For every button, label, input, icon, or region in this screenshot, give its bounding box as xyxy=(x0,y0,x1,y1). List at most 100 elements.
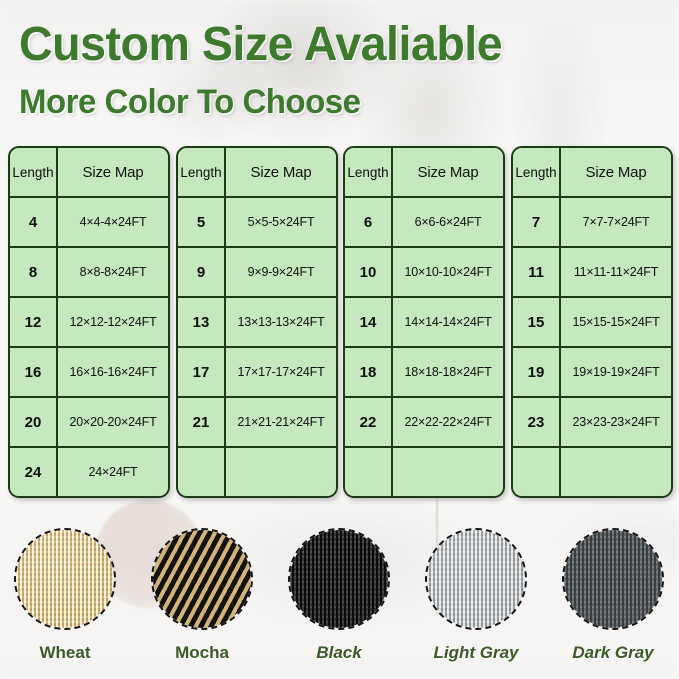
table-header-row: Length Size Map xyxy=(10,148,168,198)
cell-length: 14 xyxy=(345,298,393,346)
cell-size-map: 13×13-13×24FT xyxy=(237,315,325,329)
cell-length: 20 xyxy=(10,398,58,446)
cell-length: 24 xyxy=(10,448,58,496)
table-row: 22 22×22-22×24FT xyxy=(345,398,503,448)
header-length: Length xyxy=(10,148,58,196)
header-size-map: Size Map xyxy=(417,163,479,181)
table-row: 7 7×7-7×24FT xyxy=(513,198,671,248)
fabric-texture-wheat xyxy=(16,530,114,628)
cell-size-map: 14×14-14×24FT xyxy=(404,315,492,329)
cell-size-map: 21×21-21×24FT xyxy=(237,415,325,429)
cell-length: 6 xyxy=(345,198,393,246)
cell-size-map: 8×8-8×24FT xyxy=(79,265,147,279)
table-row: 12 12×12-12×24FT xyxy=(10,298,168,348)
cell-size-map xyxy=(226,448,336,496)
table-header-row: Length Size Map xyxy=(178,148,336,198)
table-row: 13 13×13-13×24FT xyxy=(178,298,336,348)
size-table-2: Length Size Map 5 5×5-5×24FT 9 9×9-9×24F… xyxy=(176,146,338,498)
cell-length: 10 xyxy=(345,248,393,296)
table-row: 20 20×20-20×24FT xyxy=(10,398,168,448)
cell-size-map: 23×23-23×24FT xyxy=(572,415,660,429)
cell-size-map: 20×20-20×24FT xyxy=(69,415,157,429)
cell-size-map: 7×7-7×24FT xyxy=(582,215,650,229)
swatch-disc xyxy=(14,528,116,630)
table-row: 5 5×5-5×24FT xyxy=(178,198,336,248)
cell-size-map: 22×22-22×24FT xyxy=(404,415,492,429)
cell-size-map: 16×16-16×24FT xyxy=(69,365,157,379)
cell-size-map: 19×19-19×24FT xyxy=(572,365,660,379)
table-row: 21 21×21-21×24FT xyxy=(178,398,336,448)
color-swatch-mocha[interactable]: Mocha xyxy=(151,528,253,662)
table-row: 24 24×24FT xyxy=(10,448,168,496)
table-row: 4 4×4-4×24FT xyxy=(10,198,168,248)
cell-size-map: 4×4-4×24FT xyxy=(79,215,147,229)
table-row: 23 23×23-23×24FT xyxy=(513,398,671,448)
size-table-1: Length Size Map 4 4×4-4×24FT 8 8×8-8×24F… xyxy=(8,146,170,498)
cell-length: 13 xyxy=(178,298,226,346)
table-header-row: Length Size Map xyxy=(345,148,503,198)
cell-size-map: 24×24FT xyxy=(88,465,138,479)
fabric-texture-dark-gray xyxy=(564,530,662,628)
cell-length: 15 xyxy=(513,298,561,346)
table-row-empty xyxy=(513,448,671,496)
cell-size-map xyxy=(561,448,671,496)
header-length: Length xyxy=(345,148,393,196)
table-row: 10 10×10-10×24FT xyxy=(345,248,503,298)
swatch-disc xyxy=(288,528,390,630)
table-row: 15 15×15-15×24FT xyxy=(513,298,671,348)
color-swatch-dark-gray[interactable]: Dark Gray xyxy=(562,528,664,662)
color-swatches-group: Wheat Mocha Black Light Gray Dark Gray xyxy=(0,505,679,679)
swatch-disc xyxy=(425,528,527,630)
cell-length: 22 xyxy=(345,398,393,446)
swatch-label: Dark Gray xyxy=(572,643,654,662)
table-row-empty xyxy=(345,448,503,496)
cell-length: 21 xyxy=(178,398,226,446)
size-tables-group: Length Size Map 4 4×4-4×24FT 8 8×8-8×24F… xyxy=(0,146,679,498)
table-row: 17 17×17-17×24FT xyxy=(178,348,336,398)
cell-length xyxy=(513,448,561,496)
cell-length: 23 xyxy=(513,398,561,446)
swatch-label: Black xyxy=(316,643,362,662)
cell-length xyxy=(345,448,393,496)
cell-length: 11 xyxy=(513,248,561,296)
table-row: 18 18×18-18×24FT xyxy=(345,348,503,398)
cell-size-map: 18×18-18×24FT xyxy=(404,365,492,379)
swatch-label: Light Gray xyxy=(433,643,519,662)
header-size-map: Size Map xyxy=(585,163,647,181)
size-table-4: Length Size Map 7 7×7-7×24FT 11 11×11-11… xyxy=(511,146,673,498)
cell-length: 17 xyxy=(178,348,226,396)
cell-length xyxy=(178,448,226,496)
table-row: 8 8×8-8×24FT xyxy=(10,248,168,298)
table-row-empty xyxy=(178,448,336,496)
table-row: 11 11×11-11×24FT xyxy=(513,248,671,298)
header-length: Length xyxy=(178,148,226,196)
cell-size-map xyxy=(393,448,503,496)
fabric-texture-mocha xyxy=(153,530,251,628)
table-row: 16 16×16-16×24FT xyxy=(10,348,168,398)
header-length: Length xyxy=(513,148,561,196)
cell-size-map: 6×6-6×24FT xyxy=(414,215,482,229)
swatch-disc xyxy=(562,528,664,630)
swatch-disc xyxy=(151,528,253,630)
color-swatch-light-gray[interactable]: Light Gray xyxy=(425,528,527,662)
swatch-label: Mocha xyxy=(175,643,229,662)
fabric-texture-black xyxy=(290,530,388,628)
cell-size-map: 11×11-11×24FT xyxy=(573,265,659,279)
cell-length: 19 xyxy=(513,348,561,396)
table-header-row: Length Size Map xyxy=(513,148,671,198)
cell-length: 8 xyxy=(10,248,58,296)
table-row: 6 6×6-6×24FT xyxy=(345,198,503,248)
page-title: Custom Size Avaliable xyxy=(19,18,503,71)
size-table-3: Length Size Map 6 6×6-6×24FT 10 10×10-10… xyxy=(343,146,505,498)
cell-length: 9 xyxy=(178,248,226,296)
header-size-map: Size Map xyxy=(250,163,312,181)
color-swatch-wheat[interactable]: Wheat xyxy=(14,528,116,662)
swatch-label: Wheat xyxy=(39,643,91,662)
page-subtitle: More Color To Choose xyxy=(19,83,361,121)
cell-size-map: 9×9-9×24FT xyxy=(247,265,315,279)
cell-length: 4 xyxy=(10,198,58,246)
cell-length: 7 xyxy=(513,198,561,246)
color-swatch-black[interactable]: Black xyxy=(288,528,390,662)
cell-size-map: 15×15-15×24FT xyxy=(572,315,660,329)
